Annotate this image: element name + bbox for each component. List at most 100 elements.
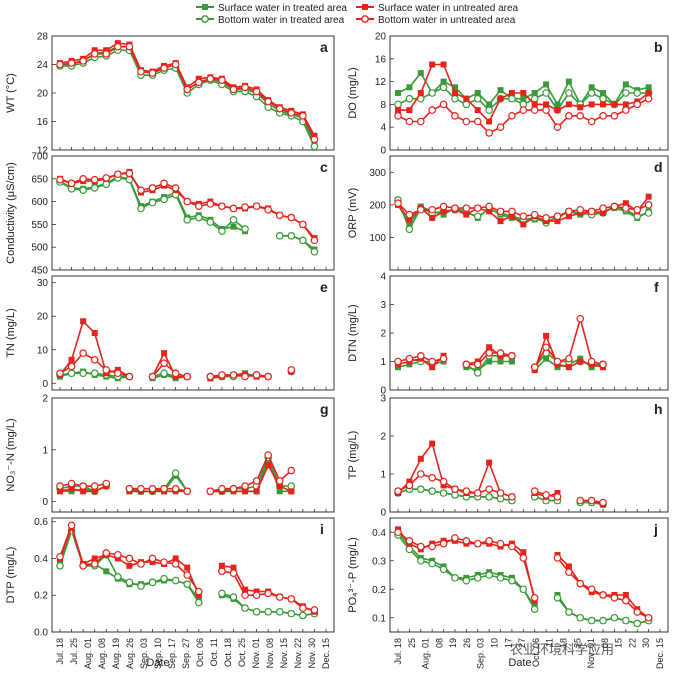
data-point	[530, 106, 539, 114]
y-tick-label: 600	[31, 197, 48, 208]
x-tick-label: 18	[558, 638, 568, 648]
data-point	[622, 616, 630, 625]
y-tick-label: 0.1	[372, 613, 386, 624]
data-point	[473, 94, 482, 103]
data-point	[644, 209, 653, 217]
x-tick-label: Sep. 03	[139, 638, 149, 669]
y-tick-label: 30	[37, 278, 49, 289]
x-tick-label: 26	[462, 638, 472, 648]
y-tick-label: 0.2	[372, 585, 386, 596]
data-point	[394, 100, 402, 109]
plot-frame	[51, 275, 335, 391]
data-point	[429, 61, 436, 68]
data-point	[395, 90, 401, 96]
data-point	[565, 354, 573, 363]
legend-entry-bottom-untreated: Bottom water in untreated area	[356, 15, 516, 26]
data-point	[473, 539, 482, 548]
data-point	[417, 90, 424, 96]
data-point	[440, 61, 447, 68]
data-point	[160, 484, 168, 493]
data-point	[102, 180, 111, 189]
series-line	[59, 172, 316, 241]
data-point	[148, 372, 157, 381]
x-tick-label: Jul. 18	[55, 638, 65, 665]
data-point	[126, 562, 133, 569]
data-point	[395, 107, 401, 114]
data-point	[394, 487, 402, 495]
x-tick-label: Dec. 15	[321, 638, 331, 669]
data-point	[242, 488, 249, 495]
data-point	[633, 89, 642, 97]
data-point	[474, 107, 481, 114]
series-2	[395, 526, 652, 621]
data-point	[462, 117, 471, 126]
data-point	[229, 204, 238, 213]
data-point	[406, 216, 413, 223]
x-tick-label: 19	[448, 638, 458, 648]
data-point	[102, 366, 111, 374]
y-axis-label: PO₄³⁻-P (mg/L)	[347, 537, 359, 613]
panel-a: 12 16 20 24 28 WT (°C) a	[5, 32, 335, 157]
data-point	[405, 354, 414, 363]
data-point	[299, 611, 307, 620]
data-point	[68, 485, 75, 492]
data-point	[148, 198, 157, 207]
data-point	[265, 462, 272, 469]
data-point	[462, 576, 471, 585]
y-tick-label: 0.2	[34, 591, 48, 602]
data-point	[622, 200, 629, 207]
data-point	[218, 76, 226, 84]
data-point	[565, 568, 573, 576]
data-point	[439, 83, 448, 92]
data-point	[553, 593, 562, 602]
data-point	[645, 90, 652, 96]
data-point	[530, 593, 539, 602]
data-point	[645, 84, 652, 91]
data-point	[610, 593, 619, 602]
data-point	[242, 586, 249, 593]
data-point	[530, 94, 539, 103]
x-tick-labels-left_ticks: Jul. 18 Jul. 25 Aug. 01 Aug. 08 Aug. 19 Aug. …	[55, 638, 331, 669]
data-point	[439, 539, 448, 548]
data-point	[508, 213, 515, 220]
x-tick-label: Sep. 27	[181, 638, 191, 669]
data-point	[497, 218, 504, 225]
series-3	[56, 521, 319, 614]
data-point	[644, 201, 653, 209]
data-point	[160, 369, 168, 378]
panel-letter: g	[320, 401, 329, 417]
data-point	[206, 487, 215, 496]
series-2	[395, 61, 652, 125]
data-point	[102, 549, 111, 557]
data-point	[125, 372, 134, 381]
data-point	[622, 591, 629, 598]
data-point	[633, 205, 642, 214]
data-point	[576, 205, 585, 214]
data-point	[542, 106, 550, 114]
data-point	[310, 236, 319, 245]
plot-frame	[389, 397, 669, 513]
data-point	[405, 536, 414, 545]
data-point	[474, 90, 481, 96]
data-point	[287, 109, 296, 117]
data-point	[497, 87, 504, 94]
data-point	[451, 574, 459, 582]
data-point	[439, 477, 448, 486]
panel-letter: d	[654, 159, 663, 175]
data-point	[496, 539, 505, 548]
y-tick-label: 0	[380, 508, 386, 519]
data-point	[543, 81, 550, 88]
data-point	[79, 186, 87, 195]
data-point	[530, 487, 539, 495]
x-tick-label: Nov. 15	[279, 638, 289, 668]
legend-entry-surface-untreated: Surface water in untreated area	[356, 3, 519, 14]
data-point	[473, 204, 482, 212]
data-point	[171, 576, 180, 585]
data-point	[554, 107, 561, 114]
data-point	[429, 364, 436, 371]
data-point	[600, 101, 607, 108]
panel-e: 0 10 20 30 TN (mg/L) e	[5, 275, 335, 391]
y-tick-label: 100	[369, 233, 386, 244]
data-point	[264, 607, 272, 616]
x-tick-label: Sep. 03	[476, 638, 486, 669]
